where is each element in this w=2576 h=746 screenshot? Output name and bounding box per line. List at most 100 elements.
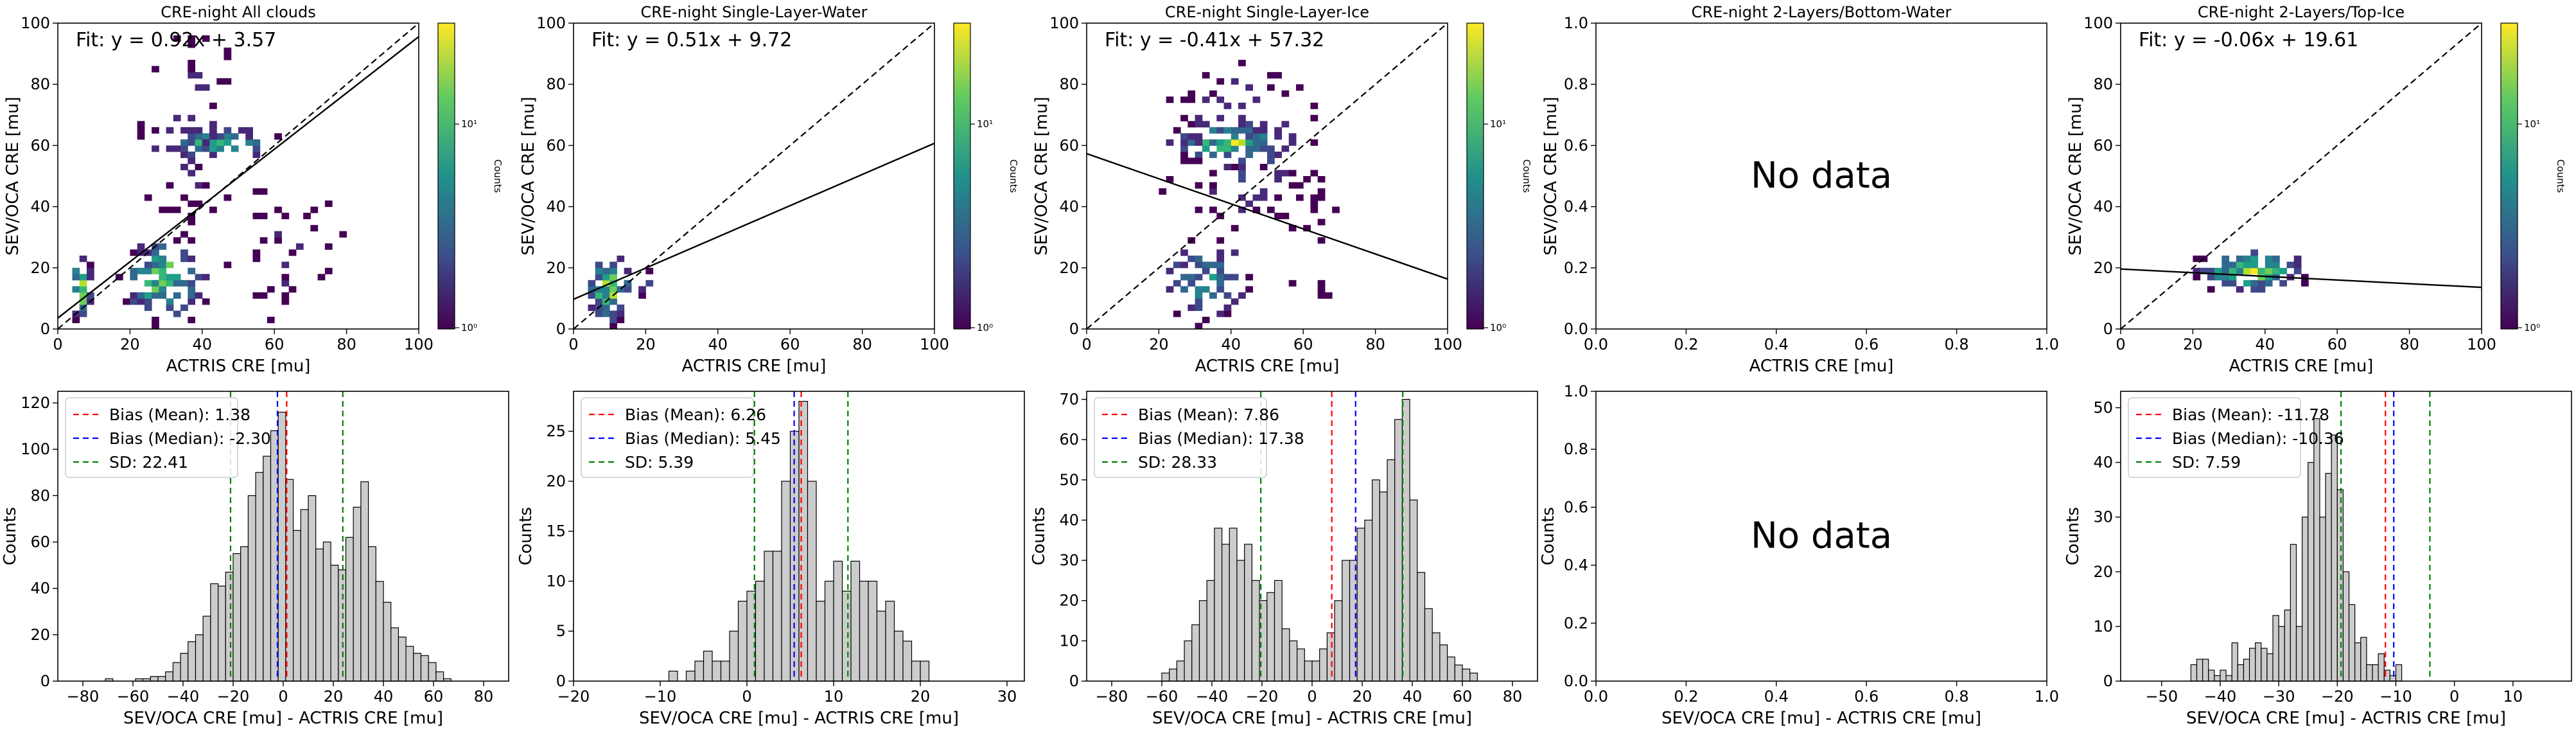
y-tick-label: 0.8 [1564, 440, 1588, 458]
y-tick-label: 1.0 [1564, 382, 1588, 400]
heatmap-cell [166, 182, 174, 189]
histogram-bar [180, 653, 189, 682]
legend-box [65, 397, 238, 478]
histogram-bar [720, 661, 730, 682]
y-axis-label: SEV/OCA CRE [mu] [2066, 96, 2085, 255]
fit-equation: Fit: y = -0.06x + 19.61 [2139, 29, 2358, 51]
histogram-bar [2190, 664, 2198, 682]
heatmap-cell [166, 262, 174, 269]
histogram-bar [1221, 544, 1230, 682]
x-tick-label: 0 [1082, 335, 1091, 353]
heatmap-cell [2207, 286, 2215, 293]
heatmap-cell [159, 274, 167, 281]
y-tick-label: 60 [546, 136, 566, 154]
heatmap-cell [624, 280, 632, 287]
heatmap-cell [1223, 304, 1232, 311]
heatmap-cell [86, 262, 94, 269]
heatmap-cell [1288, 225, 1297, 232]
heatmap-cell [159, 262, 167, 269]
heatmap-cell [303, 213, 311, 220]
histogram-bar [755, 580, 765, 682]
heatmap-cell [188, 218, 196, 226]
heatmap-cell [195, 133, 203, 140]
heatmap-cell [1209, 188, 1217, 195]
heatmap-cell [195, 84, 203, 91]
heatmap-cell [645, 267, 654, 274]
heatmap-cell [1216, 310, 1225, 317]
heatmap-cell [1238, 102, 1246, 109]
y-tick-label: 0 [2103, 672, 2113, 690]
histogram-bar [2319, 517, 2326, 682]
heatmap-cell [1324, 292, 1333, 299]
heatmap-cell [1202, 286, 1210, 293]
heatmap-cell [1216, 127, 1225, 134]
heatmap-cell [324, 200, 333, 208]
heatmap-cell [202, 84, 210, 91]
heatmap-cell [2214, 267, 2222, 274]
panel-title: CRE-night Single-Layer-Ice [1165, 3, 1369, 21]
heatmap-cell [1259, 133, 1268, 140]
heatmap-cell [1202, 72, 1210, 79]
y-tick-label: 20 [546, 259, 566, 277]
x-tick-label: 0.0 [1584, 688, 1608, 706]
heatmap-cell [1274, 151, 1282, 158]
heatmap-cell [281, 292, 290, 299]
histogram-bar [2295, 626, 2303, 682]
heatmap-cell [79, 310, 87, 317]
heatmap-cell [245, 133, 253, 140]
heatmap-cell [1267, 145, 1275, 152]
x-tick-label: 40 [1403, 688, 1423, 706]
heatmap-cell [1223, 102, 1232, 109]
x-axis-label: SEV/OCA CRE [mu] - ACTRIS CRE [mu] [123, 709, 443, 728]
histogram-bar [1191, 624, 1200, 682]
histogram-axes [573, 391, 1025, 682]
histogram-bar [911, 661, 921, 682]
heatmap-cell [1159, 188, 1167, 195]
histogram-bar [322, 541, 331, 682]
heatmap-cell [1231, 274, 1239, 281]
histogram-bar [172, 662, 181, 682]
histogram-bar [1447, 656, 1455, 682]
heatmap-cell [152, 127, 159, 134]
heatmap-cell [1267, 84, 1275, 91]
y-tick-label: 40 [30, 198, 50, 216]
histogram-bar [2202, 659, 2209, 682]
histogram-bar [390, 627, 399, 682]
heatmap-cell [1231, 145, 1239, 152]
histogram-bar [2261, 648, 2268, 682]
heatmap-cell [1187, 255, 1196, 262]
histogram-bar [1409, 499, 1418, 682]
y-tick-label: 40 [30, 580, 50, 598]
y-tick-label: 0.6 [1564, 498, 1588, 516]
heatmap-cell [1245, 286, 1254, 293]
histogram-bar [2214, 675, 2221, 682]
heatmap-cell [1180, 139, 1188, 146]
heatmap-cell [2229, 280, 2237, 287]
heatmap-cell [137, 298, 145, 305]
heatmap-cell [79, 255, 87, 262]
legend-mean-label: Bias (Mean): 7.86 [1138, 405, 1279, 424]
x-tick-label: 80 [1503, 688, 1523, 706]
heatmap-cell [1202, 316, 1210, 323]
one-to-one-line [2120, 22, 2482, 330]
y-tick-label: 60 [1059, 136, 1079, 154]
histogram-bar [2225, 675, 2232, 682]
heatmap-cell [281, 274, 290, 281]
heatmap-cell [1231, 225, 1239, 232]
legend-mean-label: Bias (Mean): 1.38 [109, 405, 250, 424]
colorbar-label: Counts [492, 159, 504, 193]
histogram-bar [807, 481, 817, 682]
heatmap-cell [588, 304, 596, 311]
y-axis-label: SEV/OCA CRE [mu] [1032, 96, 1051, 255]
heatmap-cell [86, 292, 94, 299]
fit-line [573, 142, 935, 300]
heatmap-cell [1267, 72, 1275, 79]
legend-median-label: Bias (Median): -10.36 [2172, 429, 2344, 448]
histogram-bar [255, 472, 264, 682]
x-tick-label: 0 [742, 688, 751, 706]
heatmap-cell [259, 292, 268, 299]
panel-title: CRE-night Single-Layer-Water [640, 3, 867, 21]
heatmap-cell [188, 66, 196, 73]
histogram-bar [1184, 640, 1193, 682]
y-tick-label: 15 [546, 522, 566, 540]
